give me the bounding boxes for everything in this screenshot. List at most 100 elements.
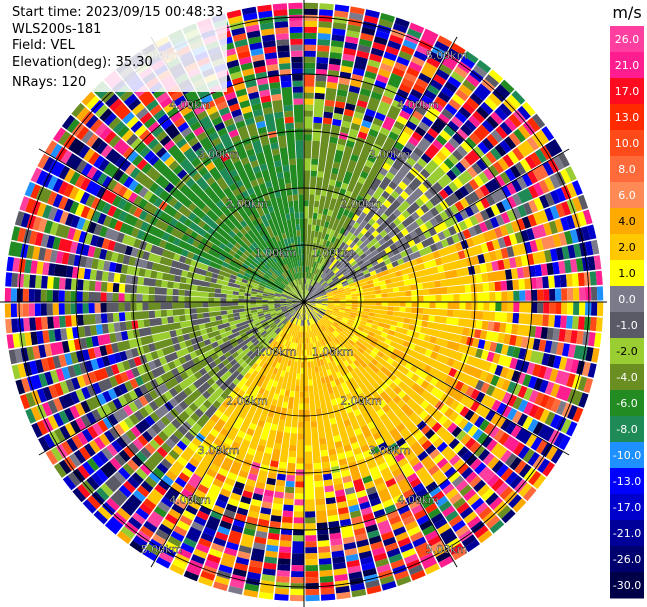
radar-gate	[344, 547, 358, 556]
radar-gate	[24, 259, 32, 274]
radar-gate	[357, 364, 381, 390]
radar-gate	[464, 409, 475, 421]
radar-gate	[219, 488, 232, 498]
radar-gate	[564, 230, 573, 245]
radar-gate	[230, 492, 242, 502]
radar-gate	[515, 359, 530, 373]
radar-gate	[325, 497, 336, 505]
radar-gate	[516, 218, 526, 231]
radar-gate	[176, 440, 188, 451]
radar-gate	[275, 479, 286, 487]
radar-gate	[229, 334, 256, 355]
radar-gate	[330, 173, 338, 181]
start-time-label: Start time: 2023/09/15 00:48:33	[12, 5, 224, 20]
radar-gate	[328, 277, 339, 286]
radar-gate	[342, 374, 349, 382]
radar-gate	[424, 530, 439, 542]
radar-gate	[419, 519, 433, 531]
radar-gate	[216, 366, 229, 379]
radar-gate	[474, 329, 482, 339]
radar-gate	[386, 280, 405, 289]
radar-gate	[274, 295, 293, 301]
radar-gate	[347, 24, 361, 33]
radar-gate	[324, 221, 330, 228]
radar-gate	[100, 461, 118, 479]
radar-gate	[40, 289, 47, 302]
radar-gate	[265, 212, 272, 220]
radar-gate	[297, 433, 304, 440]
radar-gate	[118, 420, 130, 433]
radar-gate	[115, 156, 132, 172]
radar-gate	[377, 519, 392, 535]
radar-gate	[341, 280, 348, 285]
radar-gate	[125, 429, 137, 442]
radar-gate	[338, 132, 348, 140]
radar-gate	[305, 511, 316, 518]
radar-gate	[130, 120, 143, 133]
radar-gate	[405, 493, 418, 505]
radar-gate	[188, 383, 197, 393]
radar-gate	[282, 165, 290, 172]
radar-gate	[448, 515, 463, 528]
radar-gate	[485, 409, 496, 422]
radar-gate	[309, 298, 316, 301]
radar-gate	[397, 390, 407, 399]
radar-gate	[335, 446, 345, 454]
radar-gate	[75, 242, 90, 256]
radar-gate	[255, 203, 265, 217]
radar-gate	[181, 324, 200, 335]
radar-gate	[324, 485, 334, 493]
radar-gate	[324, 233, 330, 241]
radar-gate	[90, 234, 99, 247]
radar-gate	[206, 209, 219, 222]
radar-gate	[208, 248, 221, 259]
radar-gate	[167, 361, 176, 370]
colorbar-label: -30.0	[613, 579, 641, 592]
radar-gate	[12, 257, 20, 272]
radar-gate	[359, 334, 372, 344]
radar-gate	[203, 339, 212, 346]
radar-gate	[171, 481, 184, 493]
radar-gate	[26, 374, 43, 391]
radar-gate	[212, 400, 222, 409]
radar-gate	[390, 190, 400, 200]
radar-gate	[173, 358, 182, 368]
radar-gate	[233, 82, 246, 92]
radar-gate	[228, 230, 236, 238]
radar-gate	[357, 131, 368, 140]
radar-gate	[494, 364, 504, 376]
radar-gate	[489, 216, 500, 229]
radar-gate	[160, 370, 175, 383]
radar-gate	[420, 168, 431, 179]
colorbar-label: 10.0	[615, 137, 640, 150]
radar-gate	[304, 391, 309, 398]
radar-gate	[107, 205, 117, 217]
radar-gate	[252, 258, 260, 265]
radar-gate	[217, 127, 228, 137]
radar-gate	[378, 272, 397, 282]
radar-gate	[301, 343, 304, 350]
radar-gate	[138, 186, 149, 198]
radar-gate	[173, 384, 183, 394]
radar-gate	[474, 187, 485, 200]
radar-gate	[264, 556, 278, 564]
radar-gate	[226, 294, 239, 299]
radar-gate	[260, 214, 270, 228]
radar-gate	[322, 357, 330, 371]
radar-gate	[263, 194, 271, 202]
radar-gate	[250, 548, 265, 563]
radar-gate	[420, 94, 434, 106]
radar-gate	[337, 402, 349, 422]
radar-gate	[309, 304, 315, 308]
radar-gate	[125, 321, 133, 331]
radar-gate	[358, 38, 373, 48]
radar-gate	[108, 116, 122, 130]
radar-gate	[307, 306, 320, 321]
radar-gate	[384, 258, 392, 266]
radar-gate	[321, 345, 326, 353]
radar-gate	[238, 326, 251, 335]
radar-gate	[460, 383, 470, 394]
radar-gate	[250, 293, 257, 297]
radar-gate	[23, 274, 31, 288]
radar-gate	[332, 331, 338, 338]
